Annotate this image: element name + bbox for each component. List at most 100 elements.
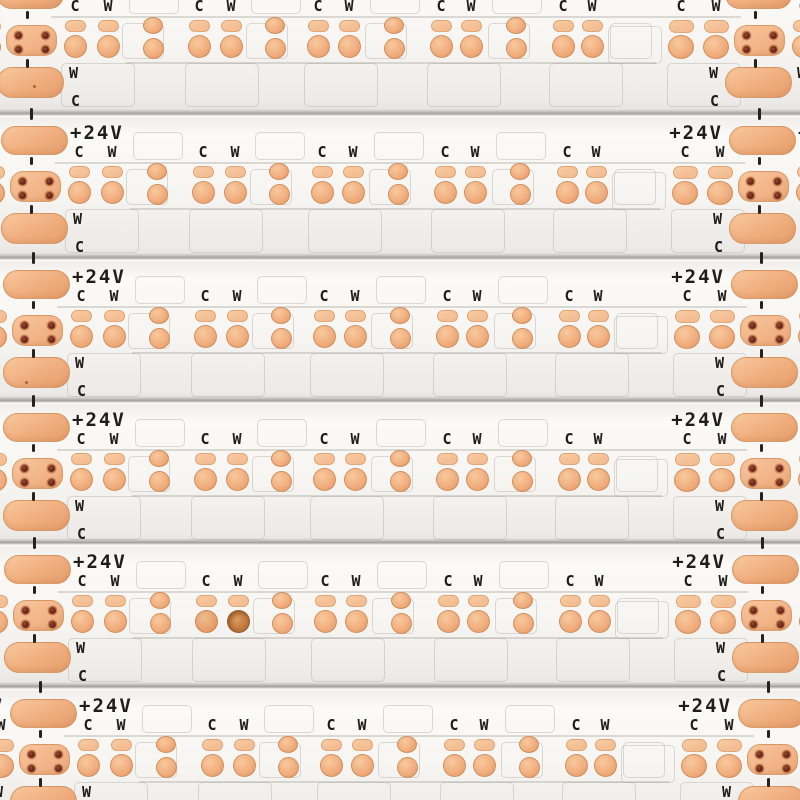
- trace-emboss: [434, 638, 508, 682]
- trace-emboss: [496, 132, 546, 160]
- trace-emboss: [129, 0, 179, 14]
- led-pad-round: [506, 17, 526, 34]
- led-pad-round: [268, 184, 290, 205]
- led-pad-round: [709, 325, 735, 349]
- label-cool: C: [676, 0, 686, 15]
- led-pad-round: [436, 610, 460, 633]
- trace-line: [130, 208, 660, 210]
- cut-mark: [38, 778, 42, 787]
- label-cool: C: [442, 430, 452, 448]
- led-pad-small: [77, 739, 99, 751]
- label-cool: C: [313, 0, 323, 15]
- led-pad-round: [391, 592, 411, 609]
- solder-pad-top: [724, 0, 792, 9]
- led-pad-round: [0, 325, 7, 349]
- cut-mark: [29, 205, 33, 214]
- trace-emboss: [492, 0, 542, 14]
- via-hole: [782, 751, 790, 758]
- label-warm: W: [591, 143, 601, 161]
- led-pad-round: [0, 35, 1, 59]
- trace-emboss: [198, 782, 272, 800]
- led-pad-small: [0, 453, 7, 466]
- led-pad-small: [307, 20, 329, 32]
- led-pad-round: [146, 184, 168, 205]
- solder-pad-top: [731, 555, 799, 584]
- label-cool: C: [713, 238, 723, 256]
- via-hole: [45, 191, 53, 199]
- via-hole: [746, 191, 754, 199]
- trace-line: [132, 352, 662, 354]
- label-cool: C: [201, 572, 211, 590]
- via-hole: [776, 620, 784, 628]
- trace-emboss: [311, 638, 385, 682]
- via-hole: [748, 335, 756, 343]
- led-pad-round: [200, 754, 224, 777]
- led-pad-small: [226, 453, 248, 465]
- label-warm: W: [715, 639, 725, 657]
- label-warm: W: [472, 287, 482, 305]
- cut-mark: [31, 301, 35, 309]
- via-hole: [47, 335, 55, 343]
- trace-emboss: [258, 561, 308, 589]
- led-pad-round: [791, 35, 800, 58]
- label-cool: C: [792, 144, 800, 161]
- led-pad-round: [270, 328, 292, 349]
- led-pad-small: [71, 595, 93, 607]
- cut-mark: [760, 537, 764, 549]
- led-pad-round: [69, 325, 93, 348]
- led-pad-round: [67, 181, 91, 204]
- cut-mark: [759, 444, 763, 452]
- led-pad-round: [584, 181, 608, 204]
- led-pad-round: [463, 181, 487, 204]
- label-warm: W: [0, 144, 7, 161]
- led-pad-round: [505, 38, 527, 59]
- led-pad-round: [0, 610, 8, 634]
- solder-pad-bottom: [0, 67, 64, 98]
- trace-emboss: [549, 63, 623, 107]
- cut-mark: [38, 681, 42, 693]
- label-voltage: +24V: [798, 123, 800, 143]
- solder-pad-top: [737, 699, 800, 728]
- via-hole: [773, 191, 781, 199]
- trace-emboss: [192, 638, 266, 682]
- label-cool: C: [443, 572, 453, 590]
- label-voltage: +24V: [72, 266, 126, 288]
- label-warm: W: [351, 572, 361, 590]
- label-cool: C: [326, 716, 336, 734]
- led-pad-small: [581, 20, 603, 32]
- label-cool: C: [319, 287, 329, 305]
- solder-pad-bottom: [724, 67, 792, 98]
- trace-emboss: [440, 782, 514, 800]
- cut-mark: [29, 157, 33, 165]
- led-pad-round: [390, 450, 410, 467]
- label-warm: W: [797, 65, 800, 82]
- label-warm: W: [715, 143, 725, 161]
- led-pad-small: [344, 310, 366, 322]
- led-pad-round: [716, 754, 742, 778]
- label-warm: W: [711, 0, 721, 15]
- led-pad-round: [435, 468, 459, 491]
- led-pad-round: [564, 754, 588, 777]
- label-cool: C: [715, 525, 725, 543]
- trace-emboss: [264, 705, 314, 733]
- label-cool: C: [200, 287, 210, 305]
- led-pad-round: [194, 610, 218, 633]
- label-cool: C: [689, 716, 699, 734]
- label-cool: C: [77, 525, 87, 543]
- label-cool: C: [317, 143, 327, 161]
- cut-mark: [759, 301, 763, 309]
- led-pad-round: [223, 181, 247, 204]
- connector-pad: [740, 600, 792, 631]
- label-cool: C: [795, 573, 800, 590]
- cut-mark: [759, 395, 763, 407]
- led-pad-small: [227, 595, 249, 607]
- cut-mark: [759, 349, 763, 358]
- cut-mark: [760, 586, 764, 594]
- cut-mark: [25, 59, 29, 68]
- trace-emboss: [374, 132, 424, 160]
- cut-mark: [29, 108, 33, 120]
- label-warm: W: [230, 143, 240, 161]
- label-cool: C: [788, 0, 800, 15]
